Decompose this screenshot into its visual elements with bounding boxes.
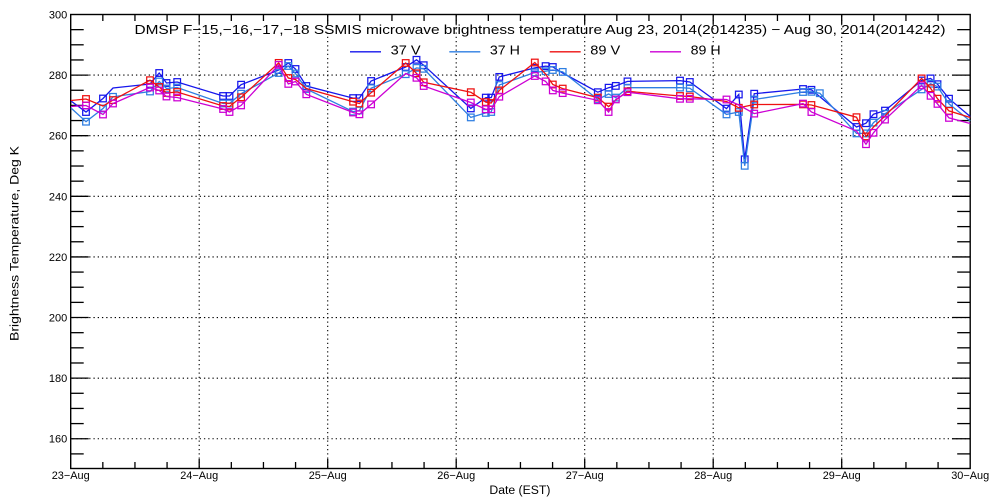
svg-text:25−Aug: 25−Aug [309, 470, 347, 482]
svg-text:220: 220 [49, 252, 67, 264]
svg-text:29−Aug: 29−Aug [823, 470, 861, 482]
svg-text:160: 160 [49, 434, 67, 446]
svg-text:23−Aug: 23−Aug [52, 470, 90, 482]
svg-text:200: 200 [49, 313, 67, 325]
svg-text:300: 300 [49, 10, 67, 22]
svg-text:180: 180 [49, 373, 67, 385]
svg-text:26−Aug: 26−Aug [437, 470, 475, 482]
svg-text:Date (EST): Date (EST) [489, 485, 550, 497]
svg-text:24−Aug: 24−Aug [180, 470, 218, 482]
svg-text:280: 280 [49, 70, 67, 82]
svg-text:89 H: 89 H [691, 43, 721, 58]
svg-text:240: 240 [49, 191, 67, 203]
svg-text:28−Aug: 28−Aug [694, 470, 732, 482]
svg-text:89 V: 89 V [590, 43, 620, 58]
svg-text:37 H: 37 H [490, 43, 520, 58]
svg-text:260: 260 [49, 131, 67, 143]
svg-text:30−Aug: 30−Aug [951, 470, 989, 482]
svg-text:27−Aug: 27−Aug [566, 470, 604, 482]
svg-text:DMSP F−15,−16,−17,−18 SSMIS mi: DMSP F−15,−16,−17,−18 SSMIS microwave br… [135, 22, 946, 37]
svg-text:37 V: 37 V [391, 43, 421, 58]
svg-text:Brightness Temperature, Deg K: Brightness Temperature, Deg K [10, 146, 22, 341]
